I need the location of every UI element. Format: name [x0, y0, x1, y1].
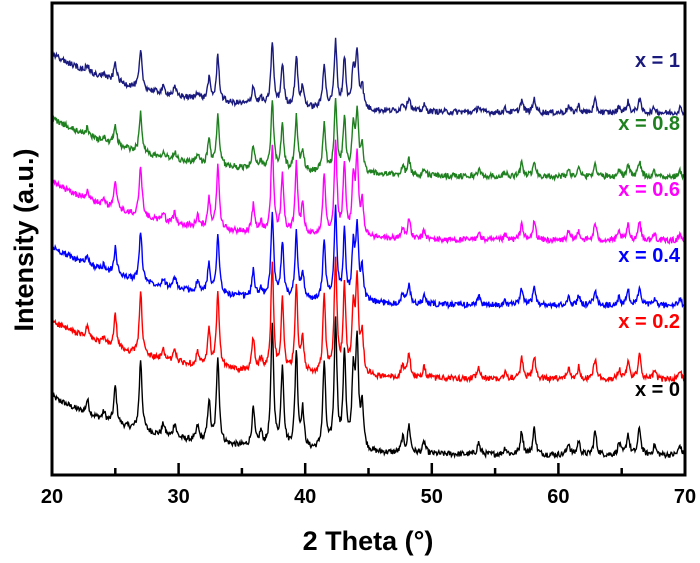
x-axis-title: 2 Theta (°) [303, 526, 434, 556]
trace-x-0-4 [51, 204, 686, 310]
x-tick-label: 20 [41, 486, 63, 508]
trace-x-0-2 [51, 256, 686, 384]
traces [51, 37, 686, 460]
series-labels: x = 0 x = 0.2 x = 0.4 x = 0.6 x = 0.8 x = 1 [618, 50, 681, 401]
trace-x-0-8 [51, 98, 686, 182]
y-axis-title: Intensity (a.u.) [9, 148, 39, 331]
x-tick-label: 40 [294, 486, 316, 508]
series-label: x = 0.2 [618, 311, 680, 333]
trace-x-0-6 [51, 139, 685, 245]
series-label: x = 0 [635, 379, 680, 401]
x-tick-label: 60 [547, 486, 569, 508]
trace-x-0 [51, 316, 686, 460]
x-tick-label: 30 [167, 486, 189, 508]
x-tick-label: 50 [421, 486, 443, 508]
trace-x-1 [51, 37, 686, 118]
series-label: x = 1 [635, 50, 680, 72]
x-axis-ticks: 20 30 40 50 60 70 [41, 463, 696, 508]
series-label: x = 0.8 [618, 113, 680, 135]
x-tick-label: 70 [674, 486, 696, 508]
series-label: x = 0.4 [618, 245, 681, 267]
series-label: x = 0.6 [618, 179, 680, 201]
